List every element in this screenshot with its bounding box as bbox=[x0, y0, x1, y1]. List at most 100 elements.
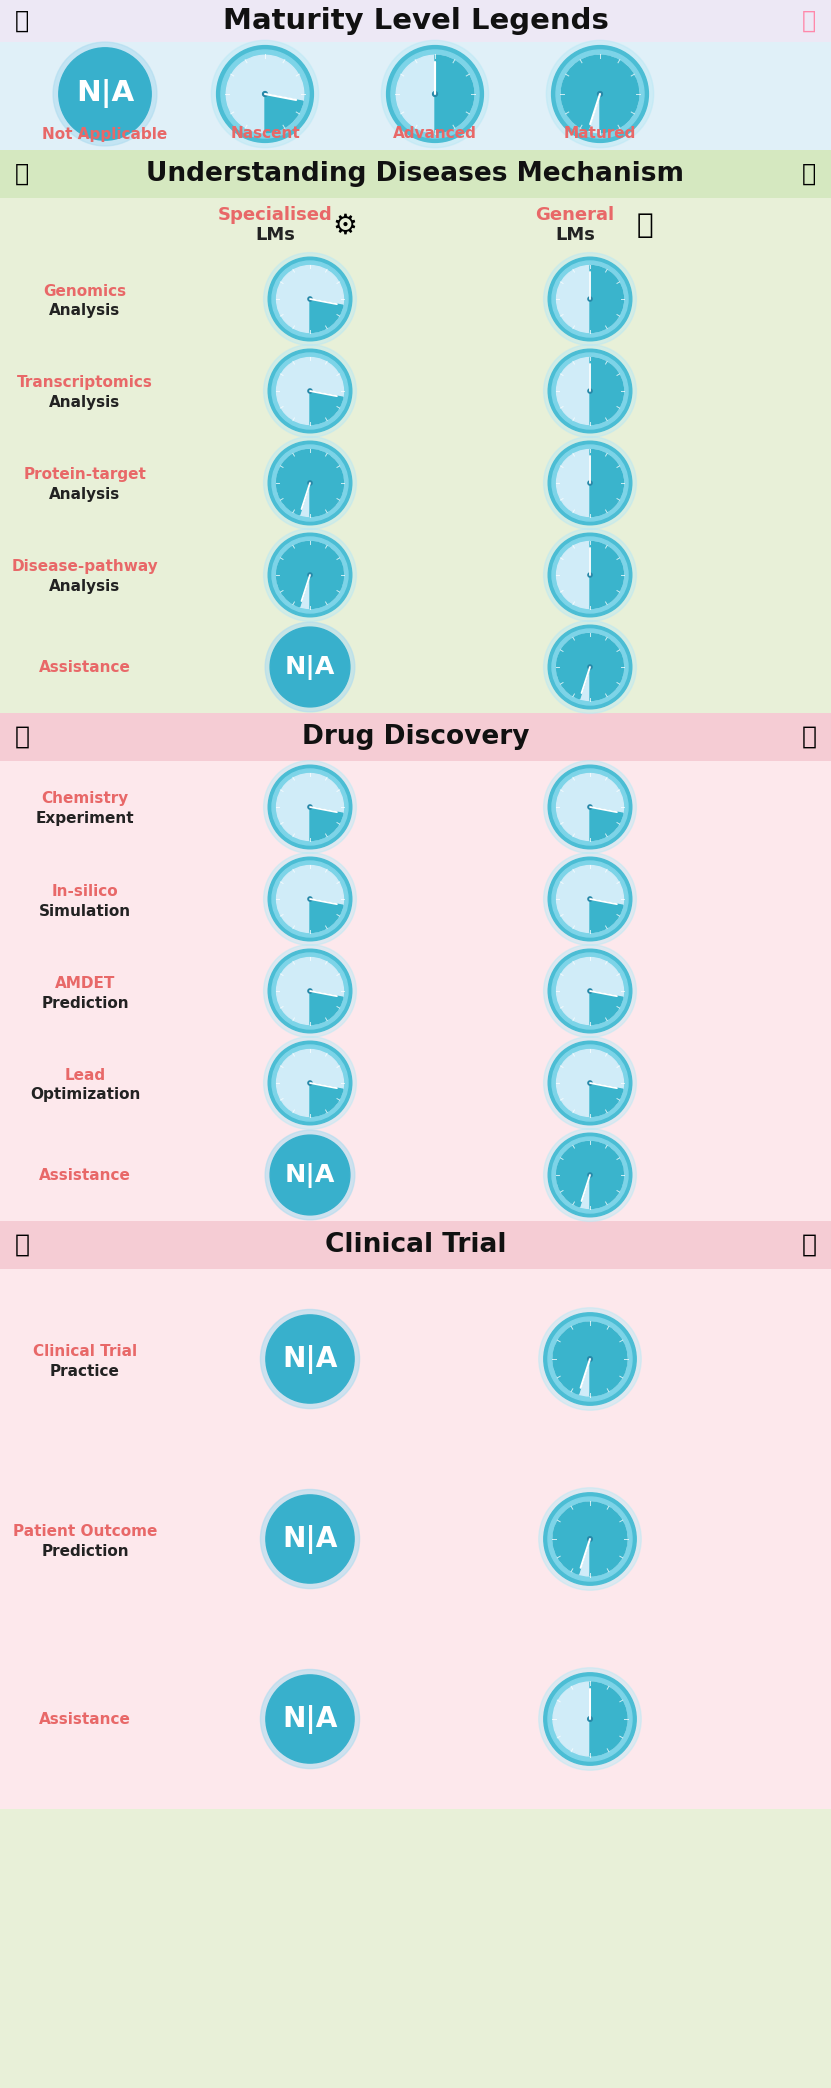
Circle shape bbox=[543, 852, 637, 946]
Circle shape bbox=[543, 1672, 637, 1764]
Circle shape bbox=[552, 445, 628, 522]
Circle shape bbox=[268, 257, 352, 340]
Text: LMs: LMs bbox=[255, 226, 295, 244]
Circle shape bbox=[308, 296, 312, 301]
FancyBboxPatch shape bbox=[0, 712, 831, 760]
Text: 🧑: 🧑 bbox=[802, 8, 816, 33]
Text: ⚙️: ⚙️ bbox=[332, 211, 357, 240]
Text: Disease-pathway: Disease-pathway bbox=[12, 560, 159, 574]
Circle shape bbox=[272, 1044, 348, 1121]
Circle shape bbox=[277, 773, 343, 841]
Circle shape bbox=[557, 633, 623, 699]
Circle shape bbox=[263, 760, 356, 854]
Text: 💊: 💊 bbox=[14, 725, 29, 750]
Circle shape bbox=[381, 40, 489, 148]
Circle shape bbox=[272, 952, 348, 1029]
Circle shape bbox=[308, 1082, 312, 1086]
Text: Assistance: Assistance bbox=[39, 660, 131, 674]
Wedge shape bbox=[590, 1084, 623, 1117]
Circle shape bbox=[263, 345, 356, 436]
Circle shape bbox=[548, 624, 632, 708]
Circle shape bbox=[548, 1134, 632, 1217]
Wedge shape bbox=[590, 992, 623, 1025]
Circle shape bbox=[268, 950, 352, 1034]
Circle shape bbox=[260, 1489, 360, 1589]
Circle shape bbox=[433, 92, 437, 96]
Circle shape bbox=[588, 1082, 593, 1086]
Wedge shape bbox=[277, 449, 343, 516]
Circle shape bbox=[217, 46, 313, 142]
Circle shape bbox=[268, 858, 352, 942]
Text: Analysis: Analysis bbox=[49, 395, 120, 411]
Text: 📋: 📋 bbox=[802, 1234, 817, 1257]
Circle shape bbox=[265, 622, 355, 712]
Circle shape bbox=[53, 42, 157, 146]
Wedge shape bbox=[265, 94, 303, 134]
Circle shape bbox=[557, 1050, 623, 1117]
Circle shape bbox=[543, 760, 637, 854]
Text: In-silico: In-silico bbox=[52, 883, 118, 898]
Circle shape bbox=[277, 958, 343, 1025]
Circle shape bbox=[272, 445, 348, 522]
Text: N|A: N|A bbox=[285, 1163, 335, 1188]
Circle shape bbox=[543, 345, 637, 436]
Circle shape bbox=[588, 1173, 593, 1178]
Wedge shape bbox=[310, 299, 343, 332]
Circle shape bbox=[265, 1130, 355, 1219]
Text: N|A: N|A bbox=[283, 1524, 337, 1553]
Circle shape bbox=[538, 1489, 642, 1591]
Circle shape bbox=[263, 944, 356, 1038]
Text: Matured: Matured bbox=[563, 127, 637, 142]
Text: Experiment: Experiment bbox=[36, 812, 135, 827]
Circle shape bbox=[552, 537, 628, 614]
Circle shape bbox=[543, 436, 637, 530]
Circle shape bbox=[308, 480, 312, 484]
Wedge shape bbox=[590, 900, 623, 933]
Circle shape bbox=[588, 480, 593, 484]
Text: Chemistry: Chemistry bbox=[42, 791, 129, 806]
Circle shape bbox=[538, 1307, 642, 1409]
Circle shape bbox=[538, 1668, 642, 1771]
Circle shape bbox=[263, 1036, 356, 1130]
Text: Understanding Diseases Mechanism: Understanding Diseases Mechanism bbox=[146, 161, 685, 188]
Wedge shape bbox=[590, 1683, 627, 1756]
Circle shape bbox=[548, 349, 632, 432]
Text: 🦠: 🦠 bbox=[15, 163, 29, 186]
Wedge shape bbox=[310, 390, 343, 424]
Circle shape bbox=[557, 449, 623, 516]
Circle shape bbox=[386, 46, 484, 142]
Text: Advanced: Advanced bbox=[393, 127, 477, 142]
Circle shape bbox=[260, 1309, 360, 1409]
Circle shape bbox=[543, 528, 637, 622]
Wedge shape bbox=[310, 1084, 343, 1117]
Circle shape bbox=[588, 1357, 593, 1361]
Text: 📋: 📋 bbox=[14, 1234, 29, 1257]
Text: Simulation: Simulation bbox=[39, 904, 131, 919]
Circle shape bbox=[270, 1136, 350, 1215]
Text: Prediction: Prediction bbox=[42, 1543, 129, 1558]
Wedge shape bbox=[310, 992, 343, 1025]
Wedge shape bbox=[277, 541, 343, 608]
Circle shape bbox=[277, 265, 343, 332]
Circle shape bbox=[588, 898, 593, 902]
Circle shape bbox=[588, 804, 593, 808]
Wedge shape bbox=[590, 449, 623, 516]
Circle shape bbox=[548, 764, 632, 850]
Text: Maturity Level Legends: Maturity Level Legends bbox=[223, 6, 608, 35]
Circle shape bbox=[543, 620, 637, 714]
Circle shape bbox=[263, 92, 268, 96]
Text: 💊: 💊 bbox=[802, 725, 817, 750]
Text: N|A: N|A bbox=[76, 79, 134, 109]
Circle shape bbox=[548, 1497, 632, 1581]
Circle shape bbox=[548, 1677, 632, 1760]
Text: Practice: Practice bbox=[50, 1363, 120, 1378]
Circle shape bbox=[266, 1675, 354, 1762]
Wedge shape bbox=[590, 265, 623, 332]
Wedge shape bbox=[557, 633, 623, 699]
Circle shape bbox=[552, 628, 628, 706]
FancyBboxPatch shape bbox=[0, 198, 831, 2088]
Text: Protein-target: Protein-target bbox=[23, 468, 146, 482]
Circle shape bbox=[543, 253, 637, 345]
Circle shape bbox=[588, 296, 593, 301]
FancyBboxPatch shape bbox=[0, 150, 831, 198]
